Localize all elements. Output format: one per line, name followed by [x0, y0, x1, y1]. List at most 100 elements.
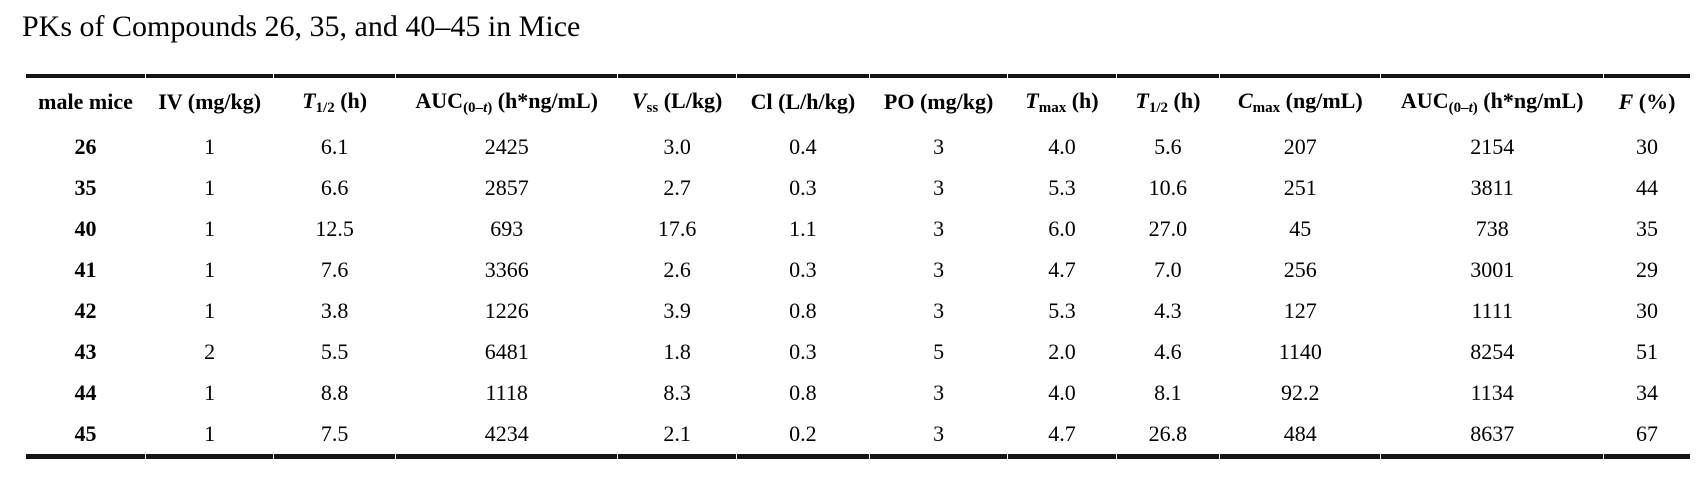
cell-t-half-po: 8.1: [1154, 379, 1182, 405]
cell-f-percent: 30: [1635, 297, 1658, 323]
table-row-26: 26 1 6.1 2425 3.0 0.4 3 4.0 5.6 207 2154 30: [26, 126, 1690, 167]
cell-male-mice: 45: [26, 413, 146, 459]
cell-auc-po: 738: [1475, 215, 1509, 241]
column-header-auc-po: AUC(0–t) (h*ng/mL): [1381, 74, 1603, 126]
column-header-t-half-iv: T1/2 (h): [274, 74, 395, 126]
cell-male-mice: 43: [74, 338, 97, 364]
cell-t-half-iv: 6.6: [320, 174, 349, 200]
cell-t-half-po: 5.6: [1154, 133, 1182, 159]
cell-cl: 0.3: [789, 338, 817, 364]
cell-tmax: 6.0: [1048, 215, 1076, 241]
cell-vss: 8.3: [663, 379, 691, 405]
cell-male-mice: 41: [74, 256, 97, 282]
cell-t-half-iv: 3.8: [320, 297, 349, 323]
cell-f-percent: 29: [1635, 256, 1658, 282]
cell-male-mice: 35: [74, 174, 97, 200]
cell-f-percent: 67: [1603, 413, 1690, 459]
cell-vss: 3.9: [663, 297, 691, 323]
cell-po-dose: 3: [933, 256, 945, 282]
cell-auc-iv: 3366: [484, 256, 529, 282]
cell-auc-po: 1111: [1471, 297, 1513, 323]
cell-auc-iv: 2857: [484, 174, 529, 200]
cell-iv-dose: 1: [146, 413, 274, 459]
cell-t-half-iv: 12.5: [315, 215, 354, 241]
cell-cmax: 207: [1283, 133, 1317, 159]
cell-cmax: 256: [1283, 256, 1317, 282]
cell-po-dose: 3: [933, 297, 945, 323]
cell-po-dose: 3: [933, 379, 945, 405]
table-title: PKs of Compounds 26, 35, and 40–45 in Mi…: [22, 10, 581, 43]
cell-t-half-po: 27.0: [1148, 215, 1188, 241]
cell-auc-iv: 1226: [484, 297, 529, 323]
table-row-43: 43 2 5.5 6481 1.8 0.3 5 2.0 4.6 1140 8254 51: [26, 331, 1690, 372]
cell-auc-po: 3001: [1470, 256, 1515, 282]
cell-t-half-iv: 7.6: [320, 256, 349, 282]
cell-t-half-iv: 6.1: [320, 133, 349, 159]
cell-auc-po: 8637: [1381, 413, 1603, 459]
cell-cmax: 92.2: [1281, 379, 1320, 405]
cell-t-half-po: 26.8: [1116, 413, 1220, 459]
cell-cmax: 251: [1283, 174, 1317, 200]
cell-f-percent: 44: [1635, 174, 1658, 200]
cell-po-dose: 3: [870, 413, 1008, 459]
table-row-41: 41 1 7.6 3366 2.6 0.3 3 4.7 7.0 256 3001 29: [26, 249, 1690, 290]
cell-tmax: 4.7: [1048, 256, 1076, 282]
table-row-40: 40 1 12.5 693 17.6 1.1 3 6.0 27.0 45 738 35: [26, 208, 1690, 249]
cell-auc-iv: 6481: [484, 338, 529, 364]
table-body: 26 1 6.1 2425 3.0 0.4 3 4.0 5.6 207 2154 30 35 1 6.6 28…: [26, 126, 1690, 459]
column-header-cl: Cl (L/h/kg): [736, 74, 870, 126]
cell-vss: 17.6: [657, 215, 697, 241]
cell-t-half-iv: 5.5: [320, 338, 349, 364]
column-header-male-mice: male mice: [26, 74, 146, 126]
table-row-44: 44 1 8.8 1118 8.3 0.8 3 4.0 8.1 92.2 1134 34: [26, 372, 1690, 413]
cell-cl: 0.8: [789, 297, 817, 323]
cell-po-dose: 3: [933, 215, 945, 241]
cell-tmax: 5.3: [1048, 174, 1076, 200]
cell-t-half-iv: 8.8: [320, 379, 349, 405]
cell-cl: 0.3: [789, 174, 817, 200]
cell-vss: 3.0: [663, 133, 691, 159]
column-header-t-half-po: T1/2 (h): [1116, 74, 1220, 126]
cell-vss: 2.7: [663, 174, 691, 200]
cell-auc-iv: 2425: [484, 133, 529, 159]
cell-auc-po: 1134: [1470, 379, 1514, 405]
header-row: male mice IV (mg/kg) T1/2 (h) AUC(0–t) (h*n…: [26, 74, 1690, 126]
cell-auc-iv: 1118: [485, 379, 528, 405]
cell-cl: 0.4: [789, 133, 817, 159]
cell-f-percent: 51: [1635, 338, 1658, 364]
cell-iv-dose: 1: [204, 379, 216, 405]
cell-t-half-po: 4.6: [1154, 338, 1182, 364]
column-header-tmax: Tmax (h): [1008, 74, 1116, 126]
cell-auc-po: 8254: [1470, 338, 1515, 364]
cell-iv-dose: 1: [204, 297, 216, 323]
cell-auc-po: 2154: [1470, 133, 1515, 159]
cell-cmax: 484: [1220, 413, 1381, 459]
cell-t-half-po: 10.6: [1148, 174, 1188, 200]
cell-male-mice: 26: [74, 133, 97, 159]
cell-auc-iv: 693: [490, 215, 524, 241]
cell-po-dose: 3: [933, 133, 945, 159]
column-header-cmax: Cmax (ng/mL): [1220, 74, 1381, 126]
cell-cl: 0.2: [736, 413, 870, 459]
table-header: male mice IV (mg/kg) T1/2 (h) AUC(0–t) (h*n…: [26, 74, 1690, 126]
cell-cl: 0.3: [789, 256, 817, 282]
pk-table: male mice IV (mg/kg) T1/2 (h) AUC(0–t) (h*n…: [25, 74, 1691, 459]
cell-t-half-po: 4.3: [1154, 297, 1182, 323]
cell-vss: 2.6: [663, 256, 691, 282]
cell-f-percent: 30: [1635, 133, 1658, 159]
cell-cmax: 1140: [1278, 338, 1322, 364]
cell-tmax: 2.0: [1048, 338, 1076, 364]
cell-cl: 0.8: [789, 379, 817, 405]
cell-male-mice: 42: [74, 297, 97, 323]
column-header-auc-iv: AUC(0–t) (h*ng/mL): [395, 74, 618, 126]
column-header-vss: Vss (L/kg): [618, 74, 736, 126]
cell-po-dose: 3: [933, 174, 945, 200]
cell-auc-po: 3811: [1470, 174, 1514, 200]
cell-tmax: 4.0: [1048, 379, 1076, 405]
cell-f-percent: 34: [1635, 379, 1658, 405]
cell-t-half-po: 7.0: [1154, 256, 1182, 282]
cell-vss: 1.8: [663, 338, 691, 364]
table-row-35: 35 1 6.6 2857 2.7 0.3 3 5.3 10.6 251 3811 44: [26, 167, 1690, 208]
cell-iv-dose: 1: [204, 215, 216, 241]
